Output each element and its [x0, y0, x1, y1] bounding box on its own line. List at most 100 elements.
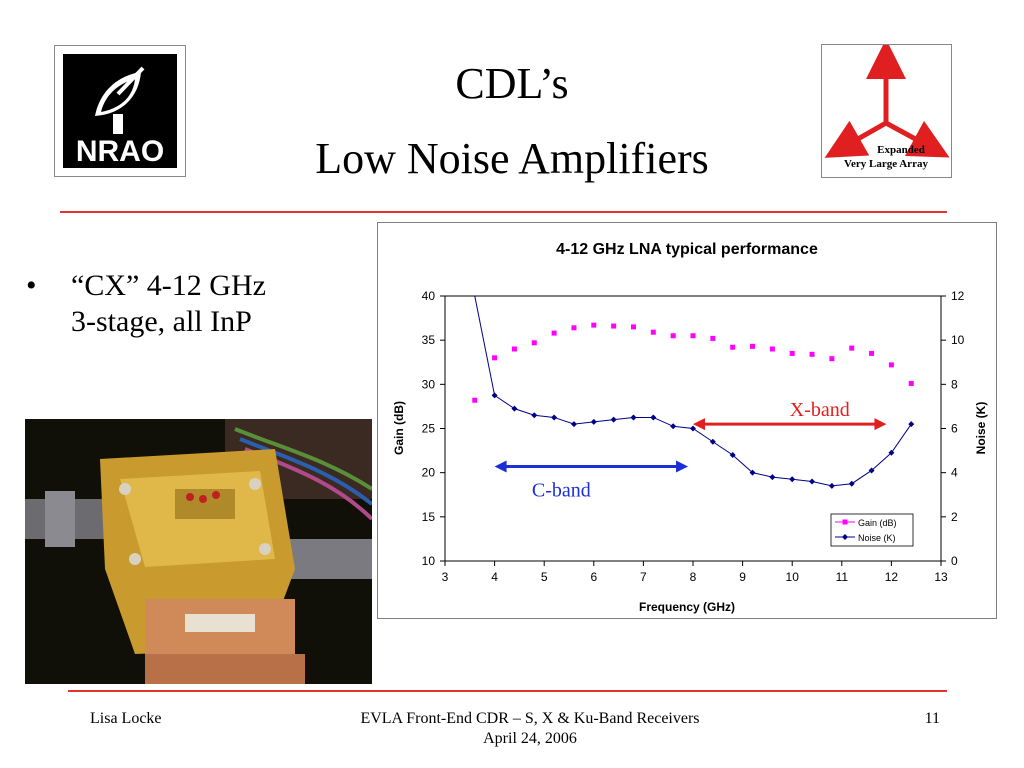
gain-point: [531, 340, 537, 346]
y-tick-label: 30: [422, 377, 436, 391]
bullet-line-1: “CX” 4-12 GHz: [71, 269, 266, 302]
x-tick-label: 3: [442, 570, 449, 584]
noise-point: [729, 452, 736, 458]
gain-point: [710, 335, 716, 341]
gain-point: [869, 350, 875, 356]
noise-point: [908, 421, 915, 428]
y2-tick-label: 0: [951, 554, 958, 568]
gain-point: [630, 324, 636, 330]
c-band-label: C-band: [532, 479, 591, 501]
noise-point: [570, 421, 577, 428]
chart-frame: [377, 222, 997, 619]
noise-point: [749, 469, 756, 476]
noise-point: [670, 423, 677, 430]
noise-point: [590, 418, 597, 425]
gain-point: [611, 323, 617, 329]
footer-center: EVLA Front-End CDR – S, X & Ku-Band Rece…: [290, 709, 770, 749]
chart-legend: Gain (dB) Noise (K): [830, 513, 914, 547]
evla-logo: Expanded Very Large Array: [821, 39, 952, 178]
evla-arm-southwest: [824, 120, 888, 158]
noise-point: [650, 414, 657, 421]
legend-gain-label: Gain (dB): [858, 518, 897, 528]
y2-tick-label: 10: [951, 333, 965, 347]
evla-logo-line-1: Expanded: [877, 144, 925, 156]
x-band-label: X-band: [790, 399, 850, 421]
gain-point: [789, 350, 795, 356]
y2-tick-label: 12: [951, 289, 965, 303]
evla-logo-graphic: Expanded Very Large Array: [824, 39, 950, 170]
y-tick-label: 10: [422, 554, 436, 568]
x-tick-label: 12: [885, 570, 899, 584]
header-divider: [60, 211, 947, 213]
footer-date: April 24, 2006: [483, 730, 577, 747]
gain-point: [650, 329, 656, 335]
y2-tick-label: 8: [951, 377, 958, 391]
noise-series-line: [474, 295, 912, 487]
noise-point: [769, 474, 776, 481]
noise-point: [690, 425, 696, 432]
noise-point: [789, 476, 796, 483]
x-tick-label: 7: [640, 570, 647, 584]
x-tick-label: 10: [786, 570, 800, 584]
noise-point: [511, 405, 518, 412]
noise-point: [630, 414, 637, 421]
bullet-line-2: 3-stage, all InP: [71, 305, 252, 338]
y2-tick-label: 6: [951, 422, 958, 436]
x-band-arrow-left-head: [693, 418, 705, 431]
x-axis-label: Frequency (GHz): [639, 600, 735, 614]
x-tick-label: 8: [690, 570, 697, 584]
c-band-arrow-right-head: [676, 460, 689, 473]
gain-point: [670, 333, 676, 339]
slide-title-line-2: Low Noise Amplifiers: [315, 134, 709, 183]
gain-point: [809, 351, 815, 357]
noise-point: [848, 480, 855, 487]
nrao-logo-text: NRAO: [76, 135, 164, 168]
evla-logo-line-2: Very Large Array: [844, 158, 928, 170]
gain-point: [551, 330, 557, 336]
y-tick-label: 25: [422, 422, 436, 436]
chart-title: 4-12 GHz LNA typical performance: [556, 241, 818, 258]
legend-noise-marker: [842, 534, 848, 540]
bullet-dot-icon: •: [26, 269, 37, 302]
y2-tick-label: 4: [951, 466, 958, 480]
noise-point: [709, 438, 716, 445]
noise-point: [610, 416, 617, 423]
y-tick-label: 40: [422, 289, 436, 303]
x-tick-label: 11: [836, 570, 849, 584]
noise-point: [491, 392, 498, 399]
gain-point: [908, 380, 914, 386]
x-band-arrow-right-head: [874, 418, 887, 431]
y-tick-label: 20: [422, 466, 436, 480]
gain-point: [750, 343, 756, 349]
legend-noise-label: Noise (K): [858, 533, 896, 543]
gain-point: [690, 333, 696, 339]
lna-photo: [25, 419, 372, 684]
gain-point: [591, 322, 597, 328]
gain-point: [769, 346, 775, 352]
y-tick-label: 35: [422, 333, 436, 347]
y-tick-label: 15: [422, 510, 436, 524]
nrao-logo: NRAO: [54, 45, 186, 177]
noise-point: [868, 467, 875, 474]
noise-point: [828, 482, 835, 489]
chart: 4-12 GHz LNA typical performance 3 4 5 6 7 8 9…: [392, 241, 988, 614]
gain-point: [472, 397, 478, 403]
y2-axis-label: Noise (K): [974, 402, 988, 455]
evla-arm-southeast: [884, 120, 950, 158]
slide-title-line-1: CDL’s: [455, 59, 569, 108]
footer-event: EVLA Front-End CDR – S, X & Ku-Band Rece…: [360, 710, 700, 727]
gain-point: [888, 362, 894, 368]
gain-point: [511, 346, 517, 352]
footer-author: Lisa Locke: [90, 710, 162, 727]
c-band-arrow-left-head: [494, 460, 507, 473]
noise-point: [809, 478, 816, 485]
y2-tick-label: 2: [951, 510, 958, 524]
gain-point: [492, 355, 498, 361]
noise-point: [551, 414, 558, 421]
x-tick-label: 9: [739, 570, 746, 584]
y-axis-label: Gain (dB): [392, 401, 406, 455]
x-tick-label: 13: [934, 570, 948, 584]
x-tick-label: 5: [541, 570, 548, 584]
footer-page-number: 11: [924, 710, 940, 727]
footer-divider: [68, 690, 947, 692]
